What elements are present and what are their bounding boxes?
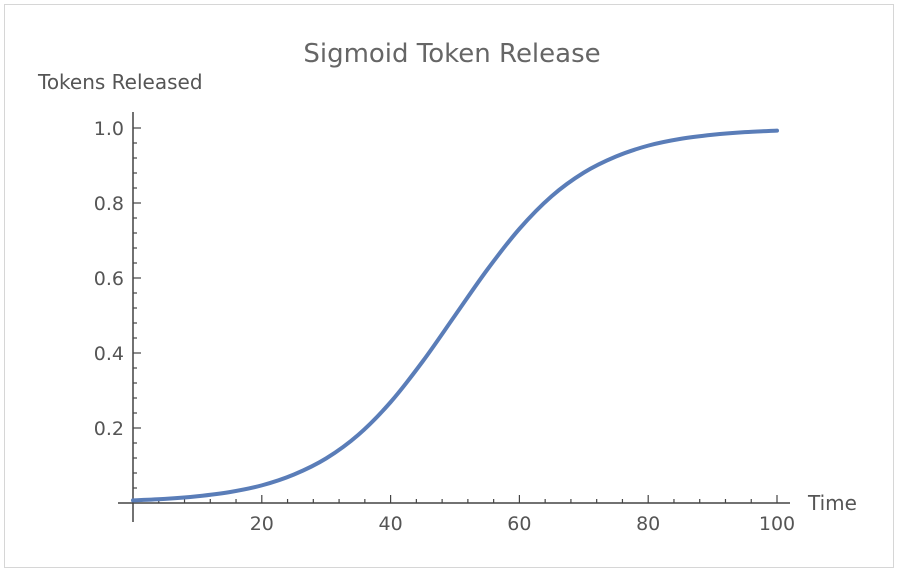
y-tick-label: 0.8 bbox=[94, 193, 124, 215]
major-ticks bbox=[133, 127, 778, 503]
series-line bbox=[131, 128, 779, 503]
minor-ticks bbox=[133, 142, 752, 503]
x-axis-label: Time bbox=[807, 491, 857, 515]
tick-labels: 20 40 60 80 100 0.2 0.4 0.6 0.8 1.0 bbox=[94, 118, 795, 535]
chart-title: Sigmoid Token Release bbox=[303, 39, 600, 69]
y-tick-label: 0.4 bbox=[94, 343, 124, 365]
y-tick-label: 0.6 bbox=[94, 268, 124, 290]
chart-frame bbox=[4, 4, 894, 568]
y-tick-label: 1.0 bbox=[94, 118, 124, 140]
x-tick-label: 20 bbox=[250, 513, 274, 535]
x-tick-label: 100 bbox=[759, 513, 795, 535]
y-tick-label: 0.2 bbox=[94, 418, 124, 440]
y-axis-label: Tokens Released bbox=[37, 70, 203, 94]
x-tick-label: 60 bbox=[507, 513, 531, 535]
x-tick-label: 40 bbox=[379, 513, 403, 535]
x-tick-label: 80 bbox=[636, 513, 660, 535]
series-group bbox=[131, 128, 779, 503]
